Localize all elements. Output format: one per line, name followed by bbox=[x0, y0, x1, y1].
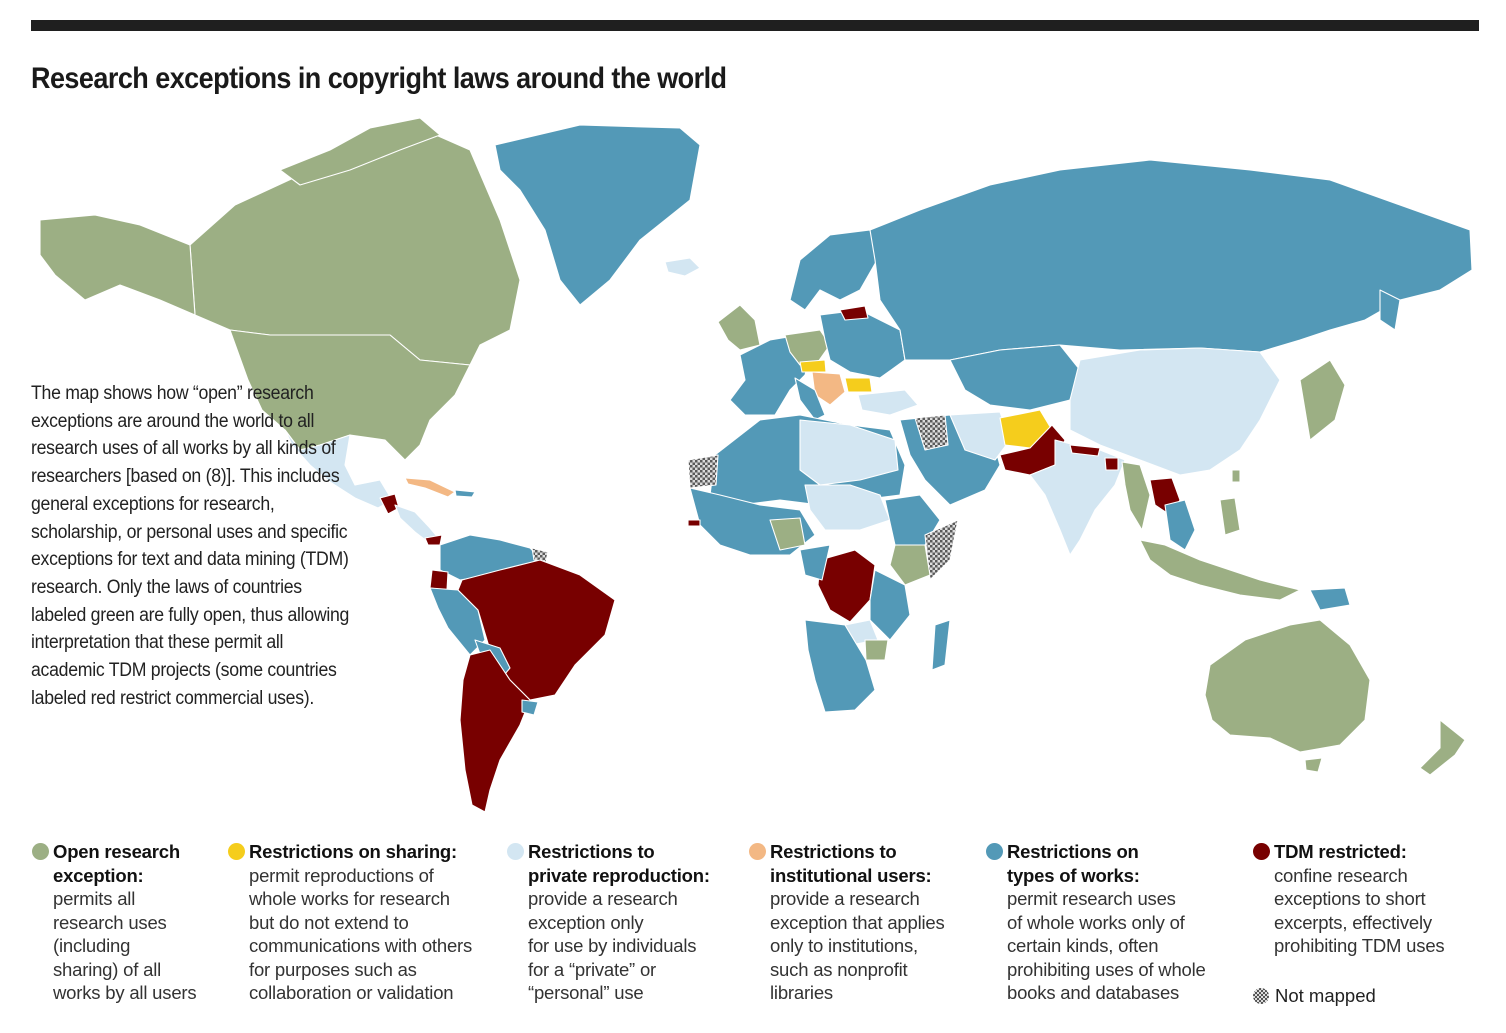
region-italy bbox=[794, 377, 826, 421]
top-rule bbox=[31, 20, 1479, 31]
region-cuba bbox=[404, 477, 456, 498]
legend-tdm-heading: TDM restricted: bbox=[1274, 841, 1407, 862]
legend-not-mapped-label: Not mapped bbox=[1275, 985, 1376, 1006]
region-uk-ireland bbox=[717, 304, 761, 351]
region-chad-sudan bbox=[804, 484, 891, 531]
region-bulgaria bbox=[844, 377, 873, 393]
legend-sharing-heading: Restrictions on sharing: bbox=[249, 841, 457, 862]
region-mexico bbox=[284, 429, 393, 509]
region-iran bbox=[949, 411, 1011, 461]
region-nepal bbox=[1069, 444, 1101, 457]
legend-types-heading: Restrictions on types of works: bbox=[1007, 841, 1140, 886]
legend-sharing-desc: permit reproductions of whole works for … bbox=[249, 864, 473, 1004]
region-philippines bbox=[1219, 497, 1241, 536]
region-tasmania bbox=[1304, 757, 1323, 773]
world-map bbox=[39, 117, 1473, 813]
legend-sharing: Restrictions on sharing: permit reproduc… bbox=[228, 840, 493, 1005]
region-malaysia-indonesia bbox=[1139, 539, 1301, 601]
region-gambia bbox=[687, 519, 701, 527]
region-bangladesh bbox=[1104, 457, 1119, 471]
region-drc bbox=[817, 549, 876, 623]
region-zimbabwe bbox=[864, 639, 889, 661]
region-russia bbox=[869, 159, 1473, 361]
region-western-sahara bbox=[687, 454, 719, 489]
region-hungary bbox=[799, 359, 827, 373]
region-caribbean bbox=[454, 489, 476, 498]
legend-institutional-heading: Restrictions to institutional users: bbox=[770, 841, 932, 886]
legend-types-desc: permit research uses of whole works only… bbox=[1007, 888, 1206, 1003]
region-korea-japan bbox=[1299, 359, 1346, 441]
region-mongolia-china bbox=[1069, 347, 1281, 476]
region-southern-africa bbox=[804, 619, 876, 713]
legend-private-heading: Restrictions to private reproduction: bbox=[528, 841, 710, 886]
legend-institutional-swatch bbox=[749, 843, 766, 860]
region-arctic-islands bbox=[279, 117, 441, 186]
region-myanmar bbox=[1121, 461, 1151, 531]
legend-types-swatch bbox=[986, 843, 1003, 860]
region-nigeria bbox=[769, 517, 806, 551]
region-guatemala bbox=[379, 493, 400, 515]
region-new-zealand bbox=[1419, 719, 1466, 776]
legend-private-desc: provide a research exception only for us… bbox=[528, 888, 697, 1003]
region-iceland bbox=[664, 257, 701, 277]
legend-institutional: Restrictions to institutional users: pro… bbox=[749, 840, 974, 1005]
region-brazil bbox=[457, 559, 616, 701]
legend-tdm-swatch bbox=[1253, 843, 1270, 860]
legend-private-swatch bbox=[507, 843, 524, 860]
legend-not-mapped: Not mapped bbox=[1253, 984, 1376, 1007]
legend-open-desc: permits all research uses (including sha… bbox=[53, 888, 197, 1003]
region-madagascar bbox=[931, 619, 951, 671]
region-australia bbox=[1204, 619, 1371, 753]
region-uruguay bbox=[521, 699, 539, 716]
region-eastern-europe bbox=[819, 309, 906, 379]
region-central-africa bbox=[799, 544, 831, 581]
legend-institutional-desc: provide a research exception that applie… bbox=[770, 888, 945, 1003]
legend-sharing-swatch bbox=[228, 843, 245, 860]
region-southern-cone bbox=[459, 649, 531, 813]
region-png bbox=[1309, 587, 1351, 611]
region-egypt-libya bbox=[799, 419, 899, 486]
page-title: Research exceptions in copyright laws ar… bbox=[31, 62, 727, 95]
region-turkey bbox=[857, 389, 919, 416]
region-latvia bbox=[839, 305, 869, 321]
region-iraq-syria bbox=[914, 414, 949, 451]
region-alaska bbox=[39, 214, 196, 316]
hatch-pattern-icon bbox=[1253, 988, 1269, 1004]
region-usa bbox=[229, 329, 471, 461]
region-greenland bbox=[494, 124, 701, 306]
legend-private: Restrictions to private reproduction: pr… bbox=[507, 840, 732, 1005]
region-kenya bbox=[889, 544, 931, 586]
region-east-africa bbox=[869, 569, 911, 641]
legend-open-swatch bbox=[32, 843, 49, 860]
region-southeast-asia bbox=[1164, 499, 1196, 551]
legend-types: Restrictions on types of works: permit r… bbox=[986, 840, 1231, 1005]
legend-tdm-desc: confine research exceptions to short exc… bbox=[1274, 864, 1445, 957]
region-scandinavia bbox=[789, 229, 881, 311]
region-kamchatka bbox=[1379, 289, 1401, 331]
legend-tdm: TDM restricted: confine research excepti… bbox=[1253, 840, 1483, 958]
region-taiwan bbox=[1231, 469, 1241, 483]
region-ecuador bbox=[429, 569, 449, 591]
legend-open: Open research exception: permits all res… bbox=[32, 840, 212, 1005]
intro-text: The map shows how “open” research except… bbox=[31, 383, 350, 709]
legend-open-heading: Open research exception: bbox=[53, 841, 180, 886]
